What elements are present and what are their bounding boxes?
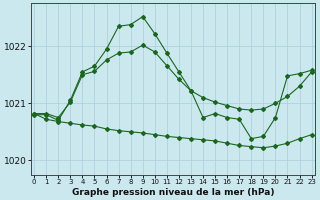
X-axis label: Graphe pression niveau de la mer (hPa): Graphe pression niveau de la mer (hPa) <box>72 188 274 197</box>
